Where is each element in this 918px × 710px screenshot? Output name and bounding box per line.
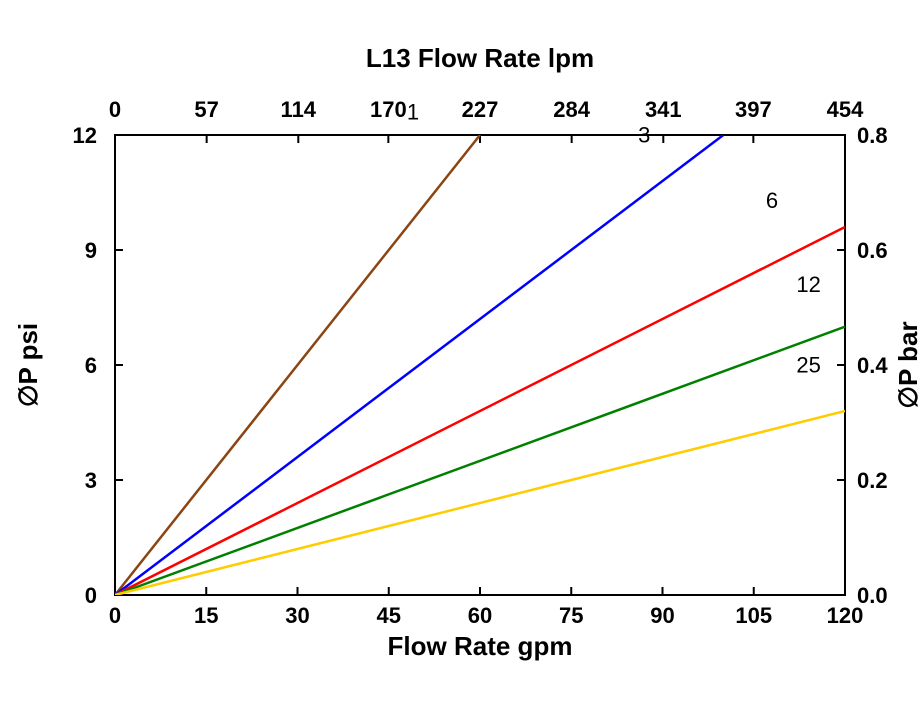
y-right-tick-label: 0.6 xyxy=(857,238,888,263)
x-top-tick-label: 454 xyxy=(827,97,864,122)
chart-svg: 0153045607590105120Flow Rate gpm05711417… xyxy=(0,0,918,710)
y-right-tick-label: 0.8 xyxy=(857,123,888,148)
y-right-tick-label: 0.2 xyxy=(857,468,888,493)
x-bottom-tick-label: 15 xyxy=(194,603,218,628)
x-top-tick-label: 284 xyxy=(553,97,590,122)
x-top-tick-label: 227 xyxy=(462,97,499,122)
x-top-tick-label: 0 xyxy=(109,97,121,122)
x-bottom-tick-label: 45 xyxy=(377,603,401,628)
series-label: 1 xyxy=(407,100,419,125)
x-top-tick-label: 397 xyxy=(735,97,772,122)
y-left-tick-label: 9 xyxy=(85,238,97,263)
x-top-tick-label: 341 xyxy=(645,97,682,122)
series-label: 25 xyxy=(796,353,820,378)
x-bottom-tick-label: 30 xyxy=(285,603,309,628)
series-label: 12 xyxy=(796,272,820,297)
x-bottom-title: Flow Rate gpm xyxy=(388,631,573,661)
series-label: 6 xyxy=(766,188,778,213)
y-right-title: ∅P bar xyxy=(893,321,918,408)
flow-rate-chart: 0153045607590105120Flow Rate gpm05711417… xyxy=(0,0,918,710)
y-left-tick-label: 0 xyxy=(85,583,97,608)
chart-bg xyxy=(0,0,918,710)
y-left-tick-label: 3 xyxy=(85,468,97,493)
x-top-tick-label: 114 xyxy=(281,97,317,122)
x-top-tick-label: 170 xyxy=(370,97,407,122)
x-bottom-tick-label: 0 xyxy=(109,603,121,628)
x-bottom-tick-label: 90 xyxy=(650,603,674,628)
series-label: 3 xyxy=(638,123,650,148)
y-left-tick-label: 6 xyxy=(85,353,97,378)
x-bottom-tick-label: 75 xyxy=(559,603,583,628)
y-left-tick-label: 12 xyxy=(73,123,97,148)
x-top-title: L13 Flow Rate lpm xyxy=(366,43,594,73)
x-top-tick-label: 57 xyxy=(194,97,218,122)
x-bottom-tick-label: 60 xyxy=(468,603,492,628)
y-left-title: ∅P psi xyxy=(13,323,43,407)
y-right-tick-label: 0.4 xyxy=(857,353,888,378)
x-bottom-tick-label: 105 xyxy=(735,603,772,628)
y-right-tick-label: 0.0 xyxy=(857,583,888,608)
